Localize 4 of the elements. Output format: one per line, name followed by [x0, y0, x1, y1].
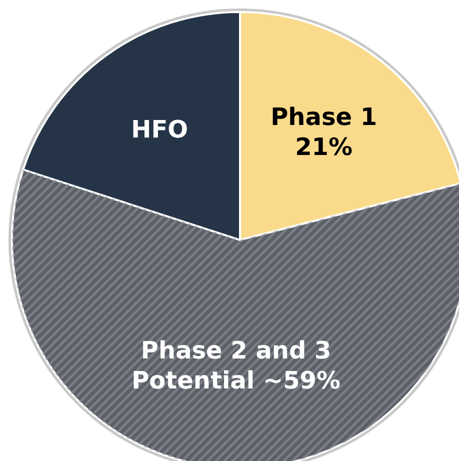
- slice-label: Phase 1: [270, 102, 378, 131]
- data-label: 21%: [295, 132, 353, 161]
- slice-label: HFO: [131, 115, 188, 144]
- slice-label: Phase 2 and 3 Potential ~59%: [132, 336, 341, 394]
